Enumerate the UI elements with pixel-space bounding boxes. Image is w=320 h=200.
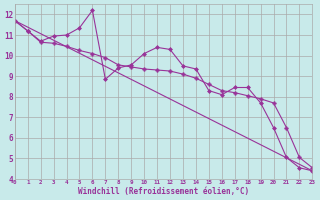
X-axis label: Windchill (Refroidissement éolien,°C): Windchill (Refroidissement éolien,°C): [78, 187, 249, 196]
